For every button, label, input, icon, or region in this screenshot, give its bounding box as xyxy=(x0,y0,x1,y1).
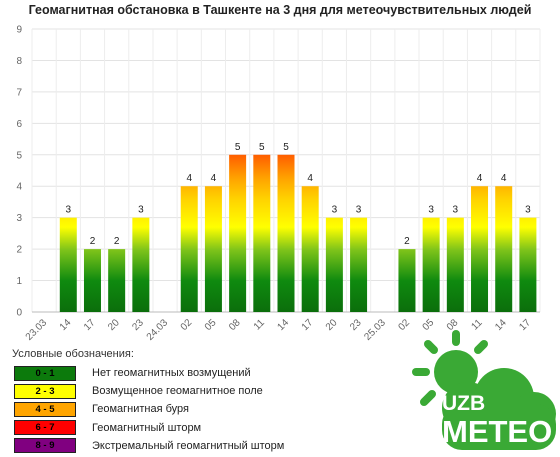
y-tick-label: 3 xyxy=(16,213,22,224)
x-tick-label: 23 xyxy=(130,317,146,333)
logo-line-2: METEO xyxy=(442,414,552,449)
data-label: 2 xyxy=(404,236,410,247)
legend-label: Возмущенное геомагнитное поле xyxy=(92,385,263,397)
legend-swatch: 8 - 9 xyxy=(14,438,76,453)
data-label: 3 xyxy=(428,205,434,216)
data-label: 2 xyxy=(90,236,96,247)
x-tick-label: 20 xyxy=(324,317,340,333)
x-tick-label: 24.03 xyxy=(145,317,171,343)
legend-item-3: 6 - 7 Геомагнитный шторм xyxy=(12,419,284,437)
bar xyxy=(423,218,440,312)
data-label: 3 xyxy=(66,205,72,216)
legend-label: Геомагнитная буря xyxy=(92,403,189,415)
legend-swatch: 2 - 3 xyxy=(14,384,76,399)
bar xyxy=(326,218,343,312)
logo-line-1: UZB xyxy=(442,392,485,415)
bar-chart: 012345678923.0331421722032324.0340240550… xyxy=(0,0,560,345)
x-tick-label: 08 xyxy=(227,317,243,333)
bar xyxy=(447,218,464,312)
legend-item-1: 2 - 3 Возмущенное геомагнитное поле xyxy=(12,382,284,400)
bar xyxy=(229,155,246,312)
bar xyxy=(350,218,367,312)
legend-item-4: 8 - 9 Экстремальный геомагнитный шторм xyxy=(12,437,284,455)
x-tick-label: 14 xyxy=(275,317,291,333)
legend-item-2: 4 - 5 Геомагнитная буря xyxy=(12,400,284,418)
bar xyxy=(132,218,149,312)
bar xyxy=(519,218,536,312)
x-tick-label: 23 xyxy=(348,317,364,333)
data-label: 3 xyxy=(332,205,338,216)
data-label: 4 xyxy=(477,173,483,184)
data-label: 4 xyxy=(501,173,507,184)
y-tick-label: 2 xyxy=(16,245,22,256)
legend-swatch: 4 - 5 xyxy=(14,402,76,417)
bar xyxy=(60,218,77,312)
bar xyxy=(181,186,198,312)
y-tick-label: 5 xyxy=(16,150,22,161)
y-tick-label: 6 xyxy=(16,119,22,130)
x-tick-label: 11 xyxy=(252,317,267,332)
y-tick-label: 9 xyxy=(16,25,22,36)
bar xyxy=(205,186,222,312)
legend-label: Нет геомагнитных возмущений xyxy=(92,367,251,379)
data-label: 3 xyxy=(453,205,459,216)
bar xyxy=(108,249,125,312)
data-label: 4 xyxy=(186,173,192,184)
data-label: 4 xyxy=(211,173,217,184)
x-tick-label: 17 xyxy=(300,317,316,333)
legend: Условные обозначения: 0 - 1 Нет геомагни… xyxy=(12,348,284,455)
data-label: 3 xyxy=(138,205,144,216)
x-tick-label: 05 xyxy=(203,317,219,333)
y-tick-label: 0 xyxy=(16,308,22,319)
data-label: 3 xyxy=(356,205,362,216)
data-label: 2 xyxy=(114,236,120,247)
x-tick-label: 25.03 xyxy=(362,317,388,343)
x-tick-label: 14 xyxy=(58,317,74,333)
uzbmeteo-logo: UZB METEO xyxy=(396,330,558,455)
data-label: 3 xyxy=(525,205,531,216)
bar xyxy=(278,155,295,312)
y-tick-label: 7 xyxy=(16,87,22,98)
x-tick-label: 17 xyxy=(82,317,98,333)
bar xyxy=(84,249,101,312)
legend-item-0: 0 - 1 Нет геомагнитных возмущений xyxy=(12,364,284,382)
legend-title: Условные обозначения: xyxy=(12,348,284,360)
x-tick-label: 20 xyxy=(106,317,122,333)
y-tick-label: 1 xyxy=(16,276,22,287)
bar xyxy=(253,155,270,312)
bar xyxy=(398,249,415,312)
legend-swatch: 6 - 7 xyxy=(14,420,76,435)
legend-swatch: 0 - 1 xyxy=(14,366,76,381)
data-label: 5 xyxy=(259,142,265,153)
bar xyxy=(471,186,488,312)
legend-label: Экстремальный геомагнитный шторм xyxy=(92,440,284,452)
data-label: 4 xyxy=(307,173,313,184)
legend-label: Геомагнитный шторм xyxy=(92,422,201,434)
data-label: 5 xyxy=(235,142,241,153)
y-tick-label: 8 xyxy=(16,56,22,67)
bar xyxy=(495,186,512,312)
data-label: 5 xyxy=(283,142,289,153)
x-tick-label: 02 xyxy=(179,317,195,333)
x-tick-label: 23.03 xyxy=(24,317,50,343)
bar xyxy=(302,186,319,312)
y-tick-label: 4 xyxy=(16,182,22,193)
